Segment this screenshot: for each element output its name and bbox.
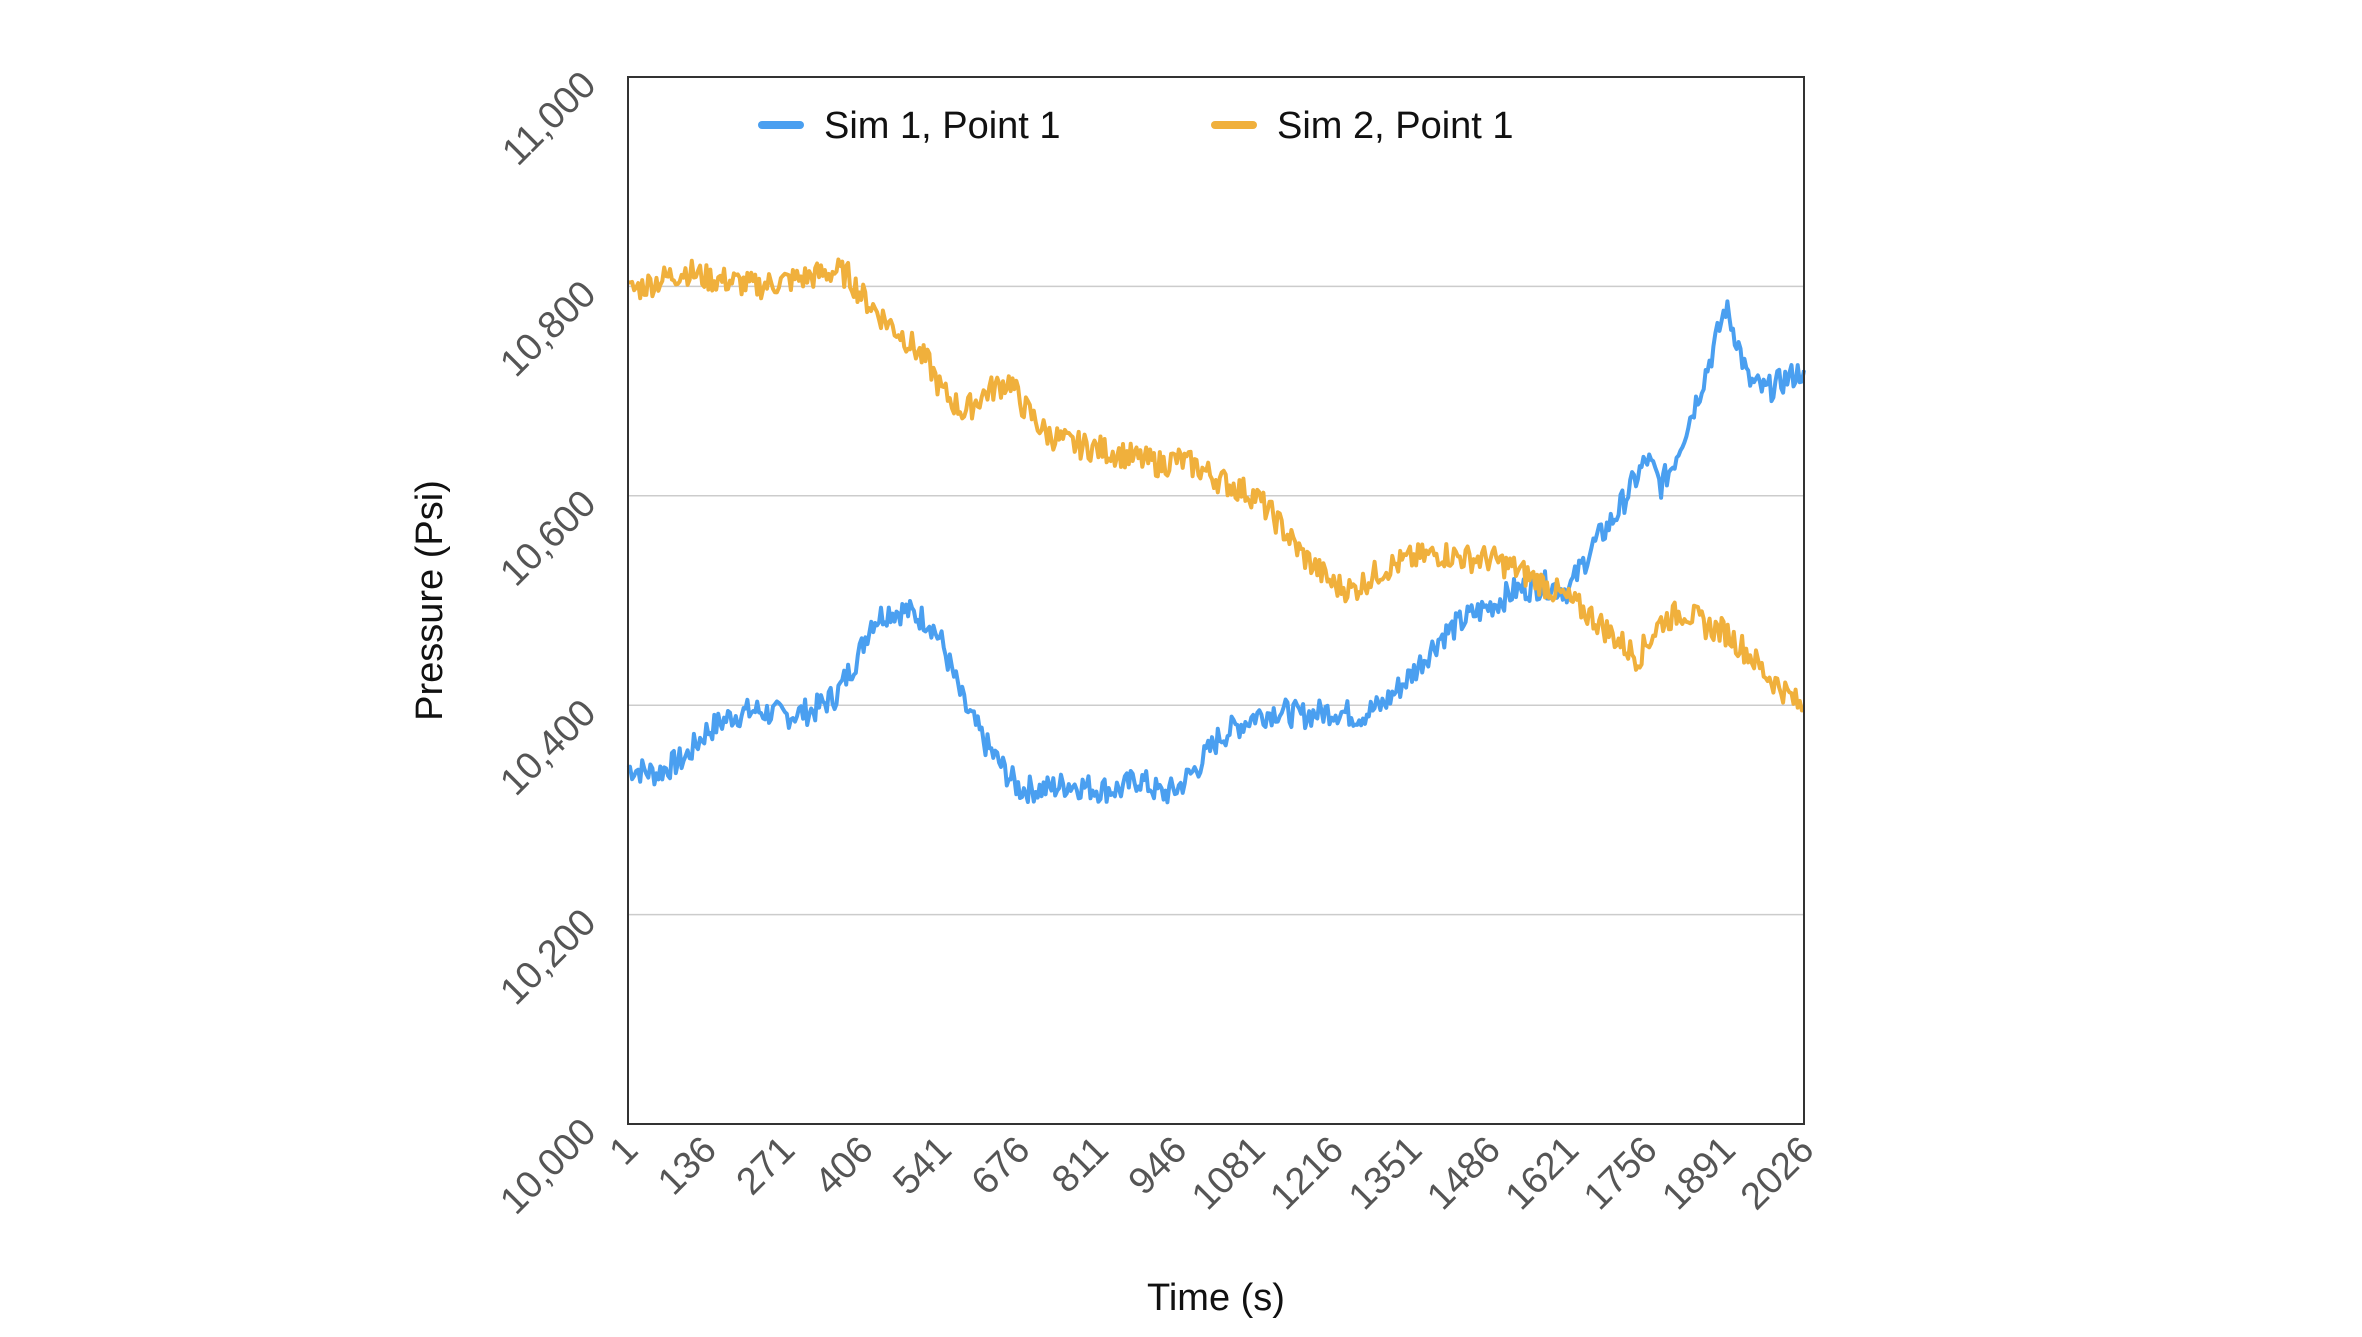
x-tick-label: 136 bbox=[650, 1129, 725, 1204]
legend-label-2: Sim 2, Point 1 bbox=[1277, 105, 1514, 147]
x-tick-label: 271 bbox=[729, 1129, 804, 1204]
x-tick-label: 676 bbox=[964, 1129, 1039, 1204]
x-tick-label: 406 bbox=[807, 1129, 882, 1204]
plot-area-frame bbox=[628, 77, 1804, 1124]
x-tick-label: 2026 bbox=[1733, 1129, 1822, 1218]
y-tick-label: 10,800 bbox=[492, 273, 604, 385]
y-tick-label: 10,000 bbox=[492, 1111, 604, 1223]
x-axis-ticks: 1 136 271 406 541 676 811 946108112161351148616… bbox=[602, 1129, 1823, 1218]
gridlines bbox=[628, 286, 1804, 914]
x-tick-label: 1216 bbox=[1262, 1129, 1351, 1218]
x-tick-label: 1756 bbox=[1576, 1129, 1665, 1218]
y-tick-label: 10,400 bbox=[492, 692, 604, 804]
x-tick-label: 1891 bbox=[1654, 1129, 1743, 1218]
legend-label-1: Sim 1, Point 1 bbox=[824, 105, 1061, 147]
legend: Sim 1, Point 1 Sim 2, Point 1 bbox=[762, 105, 1514, 147]
x-tick-label: 1351 bbox=[1341, 1129, 1430, 1218]
series-line-2 bbox=[628, 260, 1804, 711]
y-tick-label: 11,000 bbox=[494, 64, 604, 174]
x-tick-label: 1621 bbox=[1498, 1129, 1587, 1218]
x-tick-label: 1081 bbox=[1184, 1129, 1273, 1218]
y-tick-label: 10,600 bbox=[492, 482, 604, 594]
x-tick-label: 946 bbox=[1121, 1129, 1196, 1204]
x-tick-label: 1 bbox=[602, 1129, 647, 1174]
series-lines bbox=[628, 260, 1804, 803]
x-tick-label: 1486 bbox=[1419, 1129, 1508, 1218]
y-tick-label: 10,200 bbox=[492, 901, 604, 1013]
x-tick-label: 811 bbox=[1044, 1129, 1117, 1202]
x-axis-title: Time (s) bbox=[1147, 1277, 1285, 1319]
y-axis-ticks: 10,000 10,200 10,400 10,600 10,800 11,000 bbox=[492, 64, 604, 1223]
x-tick-label: 541 bbox=[885, 1129, 960, 1204]
y-axis-title: Pressure (Psi) bbox=[409, 480, 451, 721]
series-line-1 bbox=[628, 301, 1804, 802]
